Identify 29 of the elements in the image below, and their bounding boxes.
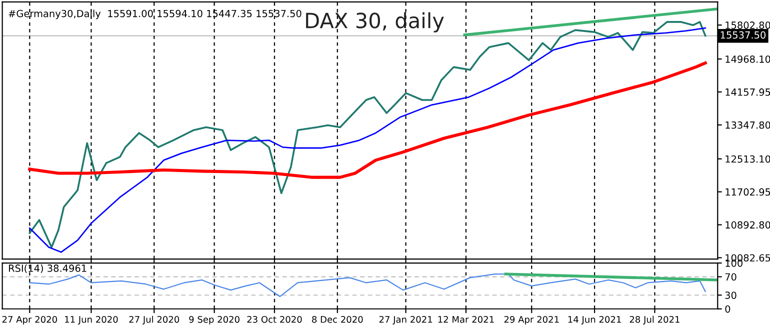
chart-title: DAX 30, daily: [306, 12, 444, 32]
y-tick-label: 30: [725, 292, 736, 299]
x-tick-label: 11 Jun 2020: [65, 316, 118, 324]
annotation: RSI(14) 38.4961: [8, 264, 86, 274]
y-tick-label: 13347.80: [726, 121, 770, 129]
y-tick-label: 12513.10: [726, 155, 770, 163]
line-series: [29, 273, 706, 298]
x-tick-label: 29 Apr 2021: [504, 316, 559, 325]
y-tick-label: 10082.65: [726, 254, 770, 262]
y-tick-label: 14157.95: [726, 88, 770, 96]
y-tick-label: 100: [726, 259, 742, 267]
annotation: #Germany30,Daily 15591.00 15594.10 15447.35 15537.50: [8, 10, 302, 20]
line-series: [28, 61, 707, 179]
ref-line-label: 15537.50: [720, 31, 766, 39]
x-tick-label: 27 Jan 2021: [379, 316, 432, 324]
y-tick-label: 14968.10: [726, 55, 770, 63]
y-tick-label: 10892.80: [726, 221, 770, 229]
x-tick-label: 14 Jun 2021: [568, 316, 621, 324]
y-tick-label: 15802.80: [726, 22, 770, 29]
y-tick-label: 0: [725, 305, 730, 313]
x-tick-label: 27 Jul 2020: [129, 316, 180, 324]
y-tick-label: 11702.95: [726, 188, 770, 196]
y-tick-label: 70: [725, 273, 736, 281]
x-tick-label: 27 Apr 2020: [2, 316, 57, 325]
x-tick-label: 23 Oct 2020: [247, 316, 302, 323]
x-tick-label: 12 Mar 2021: [438, 316, 494, 323]
x-tick-label: 28 Jul 2021: [630, 316, 680, 324]
x-tick-label: 8 Dec 2020: [312, 316, 363, 323]
x-tick-label: 9 Sep 2020: [189, 316, 240, 325]
